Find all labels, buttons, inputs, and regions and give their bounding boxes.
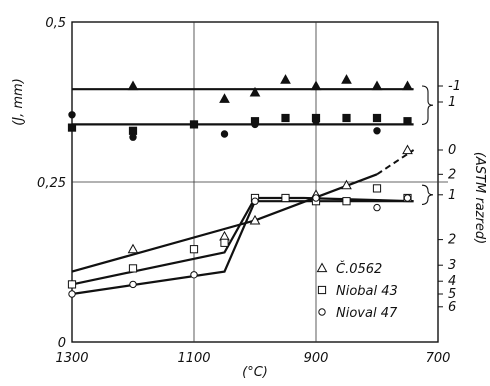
right-tick-label: 3 (448, 258, 456, 273)
data-point-triangle-filled (219, 93, 230, 103)
x-tick-label: 1100 (177, 351, 210, 366)
right-tick-label: 2 (448, 167, 456, 182)
data-point-square-open (342, 197, 351, 206)
data-point-square-filled (372, 113, 382, 123)
legend-marker-circle (318, 308, 326, 316)
y-axis-right-label: (ASTM razred) (472, 152, 487, 244)
data-point-circle-filled (220, 130, 229, 138)
brace (421, 184, 434, 205)
data-point-square-open (67, 280, 77, 289)
y-tick-label: 0,5 (45, 16, 66, 31)
data-point-circle-open (129, 280, 137, 289)
x-tick-label: 1300 (55, 351, 88, 366)
data-point-circle-open (190, 271, 198, 279)
y-tick-label: 0,25 (37, 176, 66, 191)
data-point-circle-open (251, 197, 259, 205)
right-tick-label: 0 (448, 143, 456, 158)
legend-entry-label: Č.0562 (336, 261, 382, 277)
x-axis-label: (°C) (242, 365, 268, 380)
data-point-circle-filled (312, 117, 320, 125)
right-tick-label: 5 (448, 287, 456, 302)
data-point-triangle-filled (310, 80, 322, 91)
fit-line-extrapolated (376, 149, 415, 176)
data-point-square-filled (342, 113, 351, 123)
data-point-triangle-filled (127, 80, 139, 91)
legend-marker-triangle (316, 262, 328, 273)
right-tick-label: 4 (448, 274, 456, 289)
data-point-triangle-filled (402, 80, 413, 91)
x-tick-label: 900 (304, 351, 329, 366)
data-point-triangle-filled (341, 74, 352, 84)
data-point-circle-filled (251, 120, 259, 129)
legend-entry-label: Niobal 43 (336, 284, 398, 299)
data-point-square-open (189, 245, 199, 254)
data-point-triangle-open (249, 214, 261, 225)
data-point-circle-filled (129, 133, 137, 141)
right-tick-label: -1 (448, 79, 461, 94)
legend: Č.0562 Niobal 43 Nioval 47 (316, 261, 398, 321)
y-axis-label: (J, mm) (11, 78, 26, 126)
data-point-triangle-filled (249, 86, 261, 97)
right-tick-label: 2 (448, 233, 456, 248)
legend-entry-label: Nioval 47 (336, 306, 398, 321)
data-point-square-filled (189, 120, 199, 129)
right-tick-label: 6 (448, 300, 456, 315)
x-tick-label: 700 (426, 351, 451, 366)
data-point-square-open (128, 264, 138, 273)
grid (71, 21, 448, 343)
data-point-square-filled (128, 126, 138, 135)
data-point-square-open (220, 238, 229, 247)
data-point-square-open (281, 193, 290, 203)
brace (421, 85, 434, 125)
right-tick-label: 1 (448, 188, 456, 203)
data-markers (67, 74, 413, 298)
legend-marker-square (317, 285, 327, 295)
data-point-triangle-open (341, 179, 352, 190)
right-tick-label: 1 (448, 95, 456, 110)
data-point-square-open (372, 184, 382, 193)
fit-line (71, 200, 414, 296)
axes: 1300 1100 900 700 0 0,25 0,5 (°C) (J, mm) (ASTM r… (11, 16, 487, 380)
data-point-circle-filled (403, 117, 412, 125)
fit-line (71, 173, 378, 273)
data-point-circle-filled (373, 127, 381, 135)
data-point-triangle-open (402, 144, 413, 155)
data-point-triangle-filled (280, 74, 291, 84)
data-point-square-filled (281, 113, 290, 123)
data-point-circle-open (403, 194, 412, 202)
data-point-triangle-filled (371, 80, 383, 91)
data-point-circle-open (68, 290, 76, 298)
data-point-square-filled (67, 123, 77, 132)
data-point-circle-open (373, 203, 381, 212)
y-tick-label: 0 (58, 336, 66, 351)
data-point-triangle-open (127, 243, 139, 254)
data-point-circle-open (312, 194, 320, 202)
data-point-circle-filled (68, 111, 76, 119)
